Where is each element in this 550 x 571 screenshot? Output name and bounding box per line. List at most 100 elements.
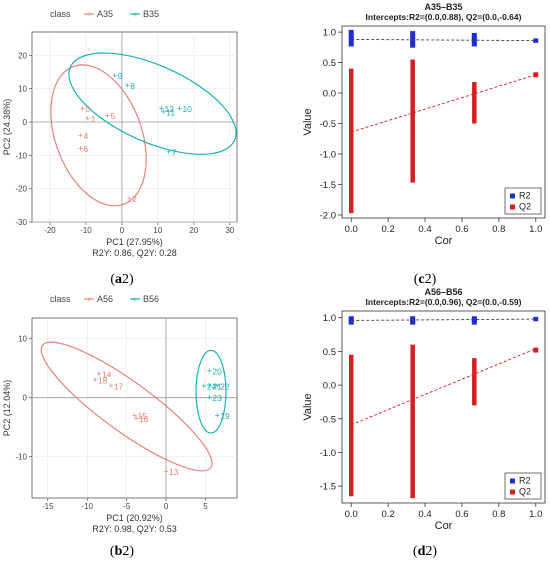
q2-regression-line [351,74,536,133]
r2-point [471,320,477,325]
confidence-ellipse-B35 [68,52,237,155]
point-marker: + [201,381,206,391]
caption-b2: (b2) [109,544,135,559]
y-axis-label: Value [302,393,314,420]
legend-key-marker: + [87,10,92,19]
legend-label-Q2: Q2 [519,487,531,497]
y-tick-label: 10 [18,85,27,94]
r2-point [471,42,477,47]
x-tick-label: -5 [123,502,131,511]
q2-point [533,72,539,78]
y-tick-label: -30 [15,218,27,227]
x-axis-label: PC1 (27.95%) [106,237,163,247]
legend-key-marker: + [133,295,138,304]
point-marker: + [126,194,131,204]
y-tick-label: -10 [15,151,27,160]
legend-key [510,478,515,484]
point-label: 19 [220,411,230,421]
y-tick-label: 0 [23,394,28,403]
x-tick-label: 30 [225,226,234,235]
y-tick-label: -1.5 [320,482,336,493]
point-label: 13 [169,467,179,477]
point-marker: + [163,466,168,476]
pca-plot-b2: class + A56 + B56 -15 -10 -5 0 5 -10 0 10 +14 +18 +17 +1… [0,285,250,535]
confidence-ellipse-A35 [50,64,147,207]
legend: class + A56 + B56 [50,294,159,304]
r2-point [410,31,416,36]
legend-label-B56: B56 [143,294,159,304]
point-marker: + [96,369,101,379]
x-tick-label: 0.4 [418,224,431,235]
point-label: 22 [220,381,230,391]
point-label: 16 [139,414,149,424]
r2-regression-line [351,318,536,321]
point-marker: + [133,413,138,423]
x-tick-label: 0.8 [492,224,505,235]
point-label: 2 [132,194,137,204]
point-label: 8 [130,81,135,91]
permutation-plot-c2: A35–B35 Intercepts:R2=(0.0,0.88), Q2=(0.0… [300,0,550,270]
legend-key [510,489,515,495]
point-marker: + [215,410,220,420]
legend-title: class [50,294,71,304]
point-label: 11 [166,108,175,118]
point-marker: + [177,104,182,114]
confidence-ellipse-B56 [195,349,227,434]
legend-key-marker: + [87,295,92,304]
point-marker: + [207,393,212,403]
legend-label-R2: R2 [519,476,531,486]
y-tick-label: -2.0 [320,210,336,221]
r2-point [348,29,354,35]
x-tick-label: 1.0 [529,224,542,235]
point-marker: + [108,381,113,391]
x-tick-label: 0.6 [455,224,468,235]
point-marker: + [78,144,83,154]
r2-point [471,39,477,44]
point-label: 14 [102,370,112,380]
x-tick-label: 20 [189,226,198,235]
plot-frame [341,310,546,504]
legend-title: class [50,9,71,19]
r2-point [410,40,416,45]
plot-frame [31,317,238,499]
point-marker: + [92,375,97,385]
r2-point [410,43,416,48]
r2-point [410,320,416,325]
point-label: 6 [84,144,89,154]
legend-label-A35: A35 [97,9,113,19]
y-tick-label: 0 [23,118,28,127]
plot-frame [341,25,546,219]
point-marker: + [207,366,212,376]
r2-point [533,316,539,322]
y-tick-label: -0.5 [320,414,336,425]
legend-label-A56: A56 [97,294,113,304]
point-label: 1 [91,114,96,124]
point-marker: + [105,110,110,120]
y-tick-label: 0.0 [323,89,336,100]
point-label: 18 [98,375,108,385]
q2-point [533,347,539,353]
point-label: 5 [111,111,116,121]
point-marker: + [78,130,83,140]
legend-label-R2: R2 [519,191,531,201]
y-tick-label: 0.5 [323,347,336,358]
point-label: 0 [85,104,90,114]
pca-plot-a2: class + A35 + B35 -20 -10 0 10 20 30 -30 -20 -10 0 10 20… [0,0,250,270]
point-marker: + [125,80,130,90]
r2-point [348,42,354,47]
legend-box [504,187,542,215]
x-tick-label: 0 [164,502,169,511]
point-marker: + [166,147,171,157]
y-tick-label: 10 [18,335,27,344]
x-tick-label: -20 [44,226,56,235]
x-axis-label: PC1 (20.92%) [106,513,163,523]
y-tick-label: 20 [18,51,27,60]
r2-regression-line [351,38,536,42]
y-tick-label: -1.0 [320,448,336,459]
r2-point [471,32,477,38]
x-tick-label: 0.6 [455,509,468,520]
x-tick-label: 1.0 [529,509,542,520]
